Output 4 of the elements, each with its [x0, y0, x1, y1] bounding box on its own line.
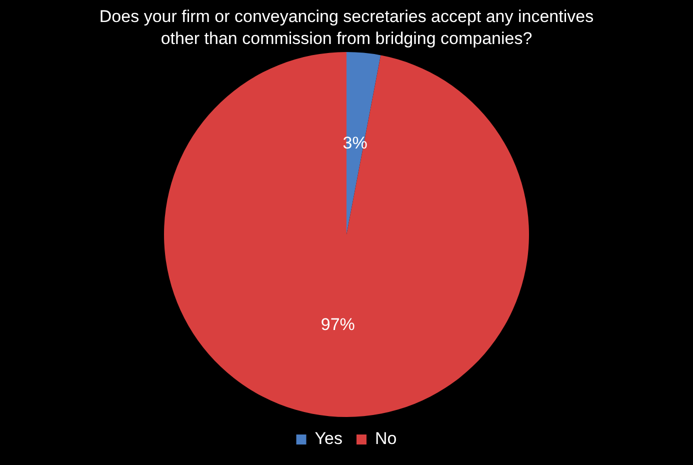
- data-label: 97%: [320, 315, 355, 334]
- legend-label: No: [375, 429, 397, 448]
- legend-label: Yes: [314, 429, 342, 448]
- chart-title: Does your firm or conveyancing secretaries accept any incentives other than commission from bridging companies?: [98, 6, 595, 50]
